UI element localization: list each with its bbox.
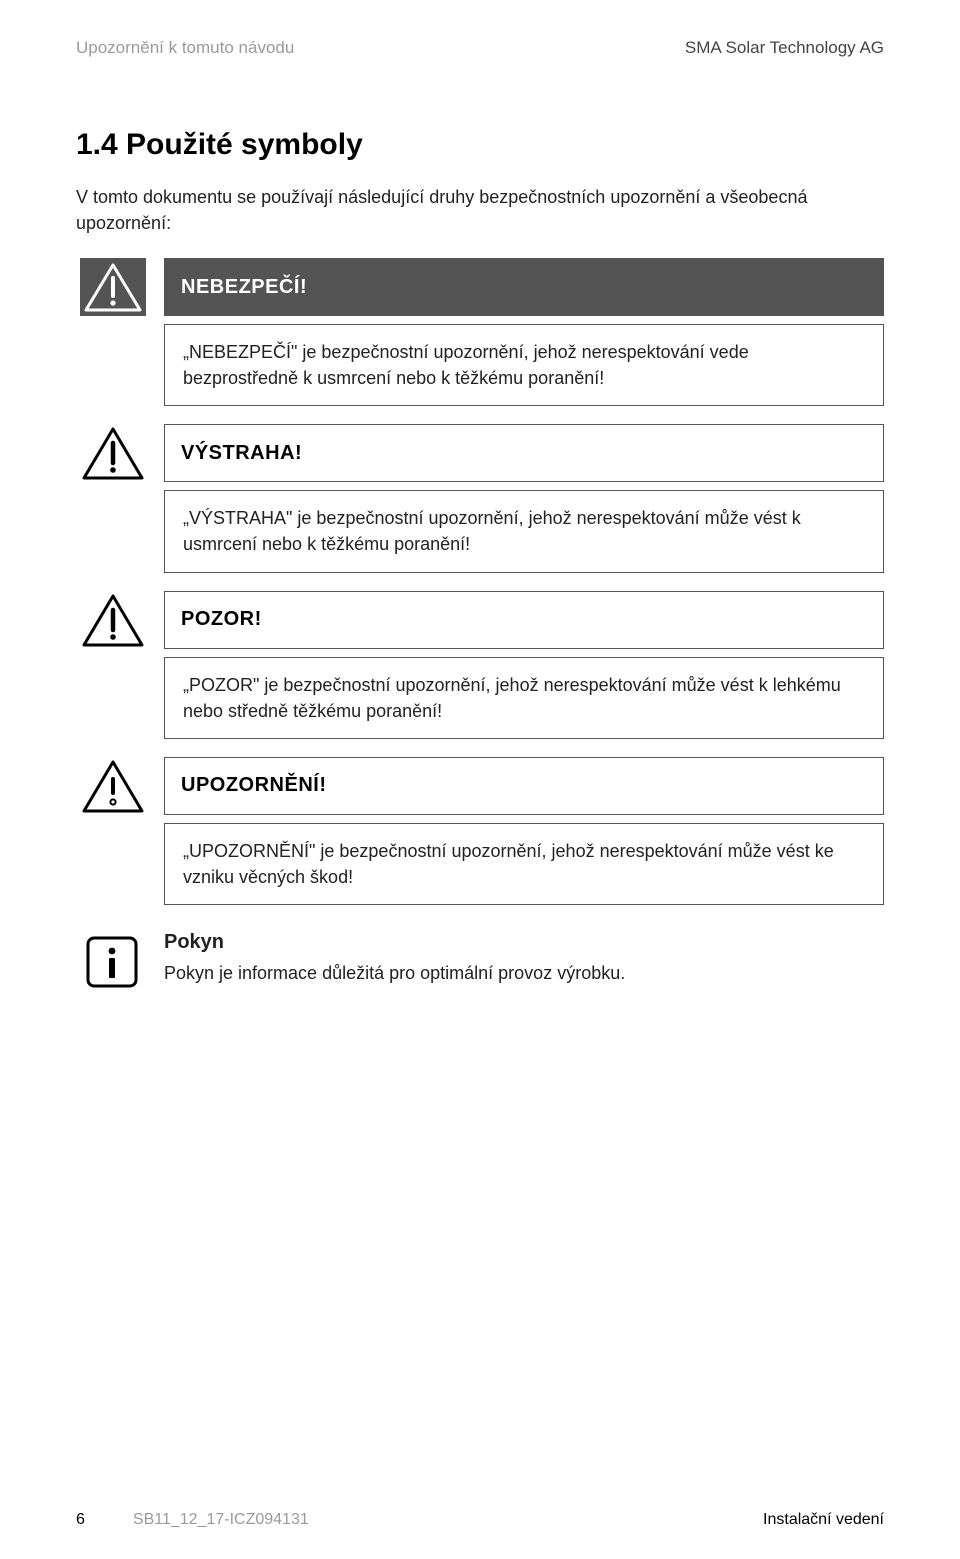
alert-notice-title: UPOZORNĚNÍ!: [181, 774, 327, 797]
info-icon: [76, 931, 148, 993]
section-heading: 1.4 Použité symboly: [76, 128, 884, 162]
alert-warning-header: VÝSTRAHA!: [164, 424, 884, 482]
page-number: 6: [76, 1511, 85, 1529]
section-intro: V tomto dokumentu se používají následují…: [76, 184, 884, 236]
alert-note-title: Pokyn: [164, 931, 884, 954]
alert-danger-header: NEBEZPEČÍ!: [164, 258, 884, 316]
alert-caution-title: POZOR!: [181, 608, 262, 631]
alert-warning: VÝSTRAHA! „VÝSTRAHA" je bezpečnostní upo…: [164, 424, 884, 572]
page-footer: 6 SB11_12_17-ICZ094131 Instalační vedení: [76, 1511, 884, 1529]
alert-warning-body: „VÝSTRAHA" je bezpečnostní upozornění, j…: [164, 490, 884, 572]
alert-notice-header: UPOZORNĚNÍ!: [164, 757, 884, 815]
alert-caution-body: „POZOR" je bezpečnostní upozornění, jeho…: [164, 657, 884, 739]
alert-caution: POZOR! „POZOR" je bezpečnostní upozorněn…: [164, 591, 884, 739]
footer-left: 6 SB11_12_17-ICZ094131: [76, 1511, 309, 1529]
page: Upozornění k tomuto návodu SMA Solar Tec…: [0, 0, 960, 1559]
header-right: SMA Solar Technology AG: [685, 38, 884, 58]
alert-note-body: Pokyn je informace důležitá pro optimáln…: [164, 960, 884, 986]
doc-id: SB11_12_17-ICZ094131: [133, 1511, 309, 1529]
alert-note: Pokyn Pokyn je informace důležitá pro op…: [164, 931, 884, 986]
header-left: Upozornění k tomuto návodu: [76, 38, 294, 58]
warning-icon: [77, 422, 149, 484]
alert-notice-body: „UPOZORNĚNÍ" je bezpečnostní upozornění,…: [164, 823, 884, 905]
alert-danger-title: NEBEZPEČÍ!: [181, 276, 307, 299]
alert-danger: NEBEZPEČÍ! „NEBEZPEČÍ" je bezpečnostní u…: [164, 258, 884, 406]
alert-warning-title: VÝSTRAHA!: [181, 442, 302, 465]
page-header: Upozornění k tomuto návodu SMA Solar Tec…: [76, 38, 884, 58]
notice-icon: [77, 755, 149, 817]
caution-icon: [77, 589, 149, 651]
danger-icon: [77, 256, 149, 318]
alert-note-title-text: Pokyn: [164, 931, 224, 953]
alert-danger-body: „NEBEZPEČÍ" je bezpečnostní upozornění, …: [164, 324, 884, 406]
alert-caution-header: POZOR!: [164, 591, 884, 649]
alert-notice: UPOZORNĚNÍ! „UPOZORNĚNÍ" je bezpečnostní…: [164, 757, 884, 905]
footer-right: Instalační vedení: [763, 1511, 884, 1529]
